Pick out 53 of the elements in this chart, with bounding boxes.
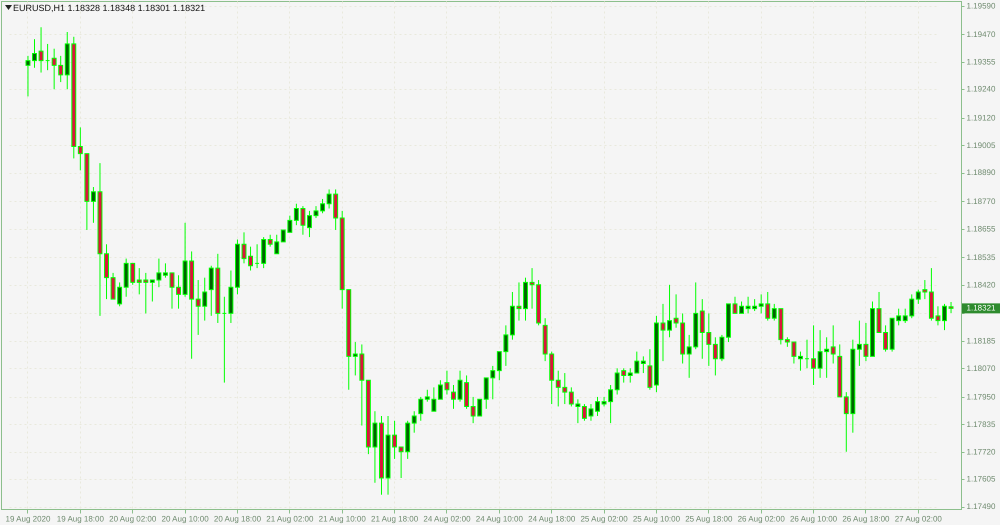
candlestick bbox=[202, 277, 208, 322]
x-tick-label: 24 Aug 18:00 bbox=[528, 514, 576, 524]
y-tick-label: 1.17490 bbox=[966, 502, 996, 512]
x-tick-label: 25 Aug 10:00 bbox=[632, 514, 681, 524]
x-tick-label: 25 Aug 18:00 bbox=[685, 514, 733, 524]
y-tick-label: 1.17835 bbox=[966, 420, 996, 429]
y-tick-label: 1.19005 bbox=[966, 140, 996, 150]
y-tick-label: 1.19590 bbox=[966, 1, 996, 10]
y-tick-label: 1.18655 bbox=[966, 224, 996, 234]
x-tick-label: 25 Aug 02:00 bbox=[580, 514, 628, 524]
x-tick-label: 27 Aug 02:00 bbox=[894, 514, 942, 524]
y-tick-label: 1.18535 bbox=[966, 252, 996, 262]
x-tick-label: 19 Aug 18:00 bbox=[56, 514, 104, 524]
x-tick-label: 26 Aug 10:00 bbox=[790, 514, 838, 524]
text: 1.18321 bbox=[966, 303, 996, 312]
x-tick-label: 26 Aug 18:00 bbox=[842, 514, 890, 524]
candlestick bbox=[136, 268, 142, 295]
x-tick-label: 21 Aug 18:00 bbox=[370, 514, 419, 524]
candlestick bbox=[700, 298, 705, 360]
y-tick-label: 1.18420 bbox=[966, 280, 996, 290]
y-tick-label: 1.17720 bbox=[966, 447, 996, 456]
y-tick-label: 1.18770 bbox=[966, 196, 996, 206]
candlestick bbox=[490, 365, 496, 400]
candlestick bbox=[772, 303, 777, 322]
x-tick-label: 20 Aug 10:00 bbox=[162, 514, 210, 524]
x-tick-label: 21 Aug 02:00 bbox=[266, 514, 314, 524]
x-tick-label: 24 Aug 02:00 bbox=[423, 514, 472, 524]
candlestick bbox=[765, 291, 770, 322]
x-tick-label: 26 Aug 02:00 bbox=[738, 514, 786, 524]
chart-title: EURUSD,H1 1.18328 1.18348 1.18301 1.18321 bbox=[13, 3, 206, 13]
candlestick bbox=[412, 410, 417, 434]
y-tick-label: 1.19470 bbox=[966, 30, 996, 39]
candlestick bbox=[628, 368, 633, 384]
y-tick-label: 1.19355 bbox=[966, 57, 996, 66]
candlestick bbox=[909, 294, 914, 319]
y-tick-label: 1.19240 bbox=[966, 84, 996, 94]
candlestick bbox=[208, 265, 214, 316]
x-tick-label: 20 Aug 18:00 bbox=[214, 514, 262, 524]
y-tick-label: 1.18185 bbox=[966, 336, 996, 346]
candlestick bbox=[280, 229, 286, 242]
x-tick-label: 24 Aug 10:00 bbox=[476, 514, 524, 524]
x-tick-label: 20 Aug 02:00 bbox=[109, 514, 157, 524]
candlestick bbox=[274, 234, 280, 254]
candlestick bbox=[556, 370, 561, 407]
y-tick-label: 1.18890 bbox=[966, 168, 996, 178]
y-tick-label: 1.17950 bbox=[966, 392, 996, 402]
candlestick bbox=[484, 377, 489, 410]
y-tick-label: 1.18070 bbox=[966, 364, 996, 373]
y-tick-label: 1.19120 bbox=[966, 113, 996, 122]
y-tick-label: 1.17605 bbox=[966, 474, 996, 484]
candlestick bbox=[418, 396, 424, 422]
x-tick-label: 21 Aug 10:00 bbox=[318, 514, 366, 524]
x-tick-label: 19 Aug 2020 bbox=[5, 514, 51, 524]
